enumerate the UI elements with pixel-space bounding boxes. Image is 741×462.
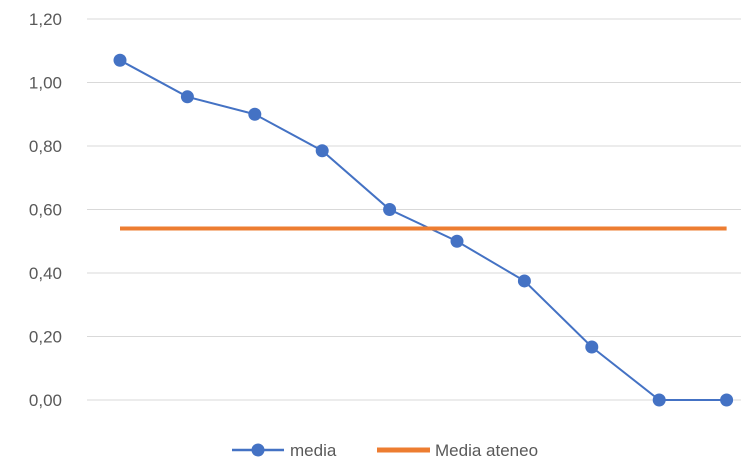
y-tick-label: 0,60 — [29, 201, 62, 220]
y-tick-label: 1,00 — [29, 74, 62, 93]
y-tick-label: 0,40 — [29, 264, 62, 283]
data-point-media-1 — [113, 53, 127, 67]
plot-area — [113, 53, 734, 407]
data-point-media-10 — [720, 393, 734, 407]
legend: media Media ateneo — [232, 441, 538, 460]
data-point-media-9 — [652, 393, 666, 407]
gridlines — [87, 18, 741, 401]
data-point-media-6 — [450, 234, 464, 248]
y-tick-label: 0,00 — [29, 391, 62, 410]
data-point-media-8 — [585, 340, 599, 354]
y-tick-label: 1,20 — [29, 10, 62, 29]
legend-media-ateneo-label: Media ateneo — [435, 441, 538, 460]
data-point-media-3 — [248, 107, 262, 121]
data-point-media-4 — [315, 144, 329, 158]
data-point-media-7 — [517, 274, 531, 288]
y-tick-label: 0,20 — [29, 328, 62, 347]
legend-item-media-ateneo: Media ateneo — [377, 441, 538, 460]
legend-media-marker — [251, 443, 265, 457]
y-axis: 0,00 0,20 0,40 0,60 0,80 1,00 1,20 — [29, 10, 62, 410]
y-tick-label: 0,80 — [29, 137, 62, 156]
series-line-media — [119, 59, 727, 401]
data-point-media-2 — [180, 90, 194, 104]
legend-media-label: media — [290, 441, 337, 460]
data-point-media-5 — [383, 203, 397, 216]
legend-item-media: media — [232, 441, 337, 460]
